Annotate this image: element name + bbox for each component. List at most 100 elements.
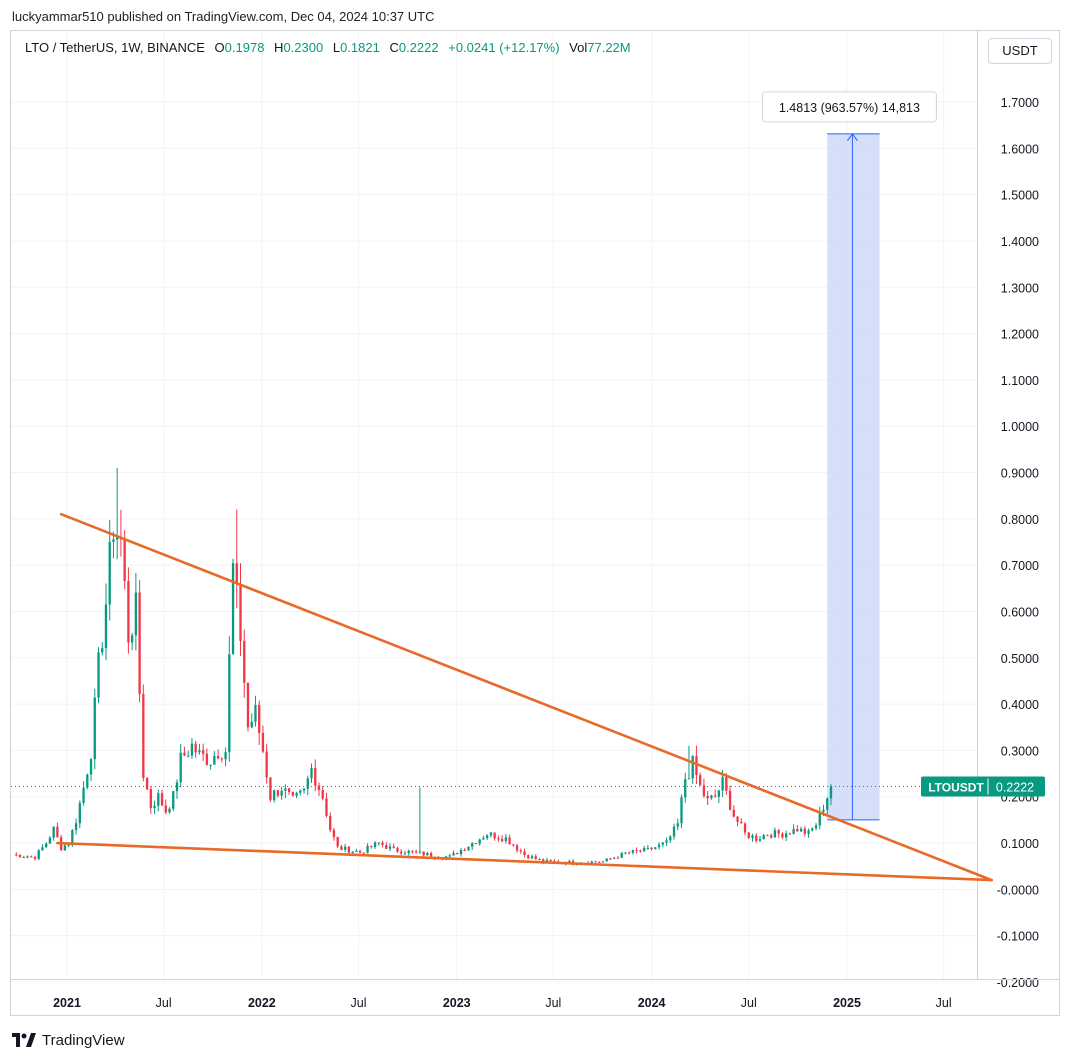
- candle-body: [52, 826, 55, 838]
- x-tick-label: Jul: [545, 996, 561, 1010]
- y-tick-label: 0.9000: [1001, 467, 1039, 481]
- candle-body: [258, 705, 261, 733]
- candle-body: [265, 751, 268, 778]
- candle-body: [33, 856, 37, 859]
- measure-tool[interactable]: 1.4813 (963.57%) 14,813: [761, 91, 937, 821]
- currency-button[interactable]: USDT: [988, 38, 1052, 64]
- candle-body: [321, 789, 324, 799]
- candle-body: [762, 835, 765, 840]
- candle-body: [370, 845, 373, 848]
- grid-lines: [11, 31, 977, 983]
- candle-body: [609, 858, 612, 860]
- measure-label: 1.4813 (963.57%) 14,813: [779, 101, 920, 115]
- candle-body: [306, 778, 309, 789]
- candle-body: [112, 539, 115, 543]
- price-chart[interactable]: 1.7000 1.6000 1.5000 1.4000 1.3000 1.2000 1.10…: [11, 31, 1060, 1016]
- candle-body: [515, 845, 519, 851]
- candle-body: [310, 768, 313, 779]
- candle-body: [362, 852, 365, 854]
- candle-body: [650, 847, 653, 850]
- candle-body: [646, 847, 650, 849]
- candle-body: [187, 755, 190, 757]
- candle-body: [788, 833, 792, 835]
- candle-body: [130, 635, 134, 643]
- candle-body: [254, 705, 257, 722]
- candle-body: [478, 839, 481, 844]
- candle-body: [721, 777, 724, 791]
- candle-body: [713, 795, 717, 797]
- candle-body: [452, 852, 455, 856]
- candle-body: [489, 832, 493, 836]
- candle-body: [261, 732, 265, 752]
- candle-body: [287, 788, 291, 793]
- candle-body: [343, 846, 347, 850]
- candle-body: [459, 850, 463, 855]
- candle-body: [89, 759, 93, 775]
- candle-body: [635, 850, 638, 852]
- candle-body: [209, 764, 212, 766]
- candle-body: [299, 790, 302, 793]
- candle-body: [355, 851, 358, 853]
- candle-body: [400, 851, 403, 854]
- candle-body: [82, 787, 85, 803]
- candle-body: [291, 792, 294, 796]
- change-value: +0.0241 (+12.17%): [448, 40, 560, 55]
- candle-body: [228, 654, 231, 753]
- trendlines[interactable]: [56, 512, 993, 882]
- candle-body: [329, 815, 332, 831]
- candle-body: [67, 844, 70, 846]
- candle-body: [822, 809, 825, 812]
- candle-body: [605, 858, 608, 862]
- candle-body: [30, 856, 33, 858]
- candle-body: [377, 842, 380, 844]
- y-tick-label: -0.2000: [997, 976, 1039, 990]
- candle-body: [755, 835, 758, 841]
- measure-label-box: [761, 91, 937, 123]
- y-tick-label: 1.3000: [1001, 281, 1039, 295]
- symbol-legend: LTO / TetherUS, 1W, BINANCE O0.1978 H0.2…: [25, 40, 637, 55]
- candle-body: [545, 860, 549, 863]
- x-tick-label: 2022: [248, 996, 276, 1010]
- candle-body: [127, 581, 130, 643]
- candle-body: [519, 850, 522, 852]
- y-tick-label: 1.0000: [1001, 420, 1039, 434]
- candle-body: [818, 811, 821, 826]
- candle-body: [684, 779, 687, 798]
- candle-body: [157, 793, 160, 806]
- measure-box: [827, 133, 880, 820]
- x-tick-label: 2023: [443, 996, 471, 1010]
- x-tick-label: Jul: [936, 996, 952, 1010]
- candle-body: [549, 860, 552, 862]
- candle-body: [347, 846, 351, 853]
- candle-body: [142, 694, 145, 778]
- chart-frame[interactable]: 1.7000 1.6000 1.5000 1.4000 1.3000 1.2000 1.10…: [10, 30, 1060, 1016]
- candle-body: [751, 835, 754, 838]
- candle-body: [803, 828, 806, 834]
- candle-body: [676, 823, 679, 827]
- candle-body: [594, 861, 597, 863]
- candle-body: [534, 856, 537, 860]
- candle-body: [201, 750, 205, 754]
- candle-body: [235, 563, 238, 584]
- candle-body: [732, 809, 735, 817]
- candle-body: [123, 539, 126, 582]
- candle-body: [624, 852, 627, 854]
- candle-body: [216, 755, 220, 759]
- candle-body: [695, 756, 698, 776]
- candle-body: [164, 805, 167, 813]
- candle-body: [781, 833, 784, 838]
- candle-body: [246, 682, 250, 728]
- candle-body: [422, 851, 425, 856]
- candle-body: [613, 857, 616, 859]
- candle-body: [194, 743, 197, 753]
- y-tick-label: 0.3000: [1001, 744, 1039, 758]
- candle-body: [590, 861, 593, 864]
- candle-body: [190, 743, 194, 756]
- candle-body: [542, 859, 545, 863]
- low-label: L: [332, 40, 341, 55]
- candle-body: [429, 853, 433, 857]
- high-label: H: [274, 40, 284, 55]
- candle-body: [665, 840, 668, 843]
- y-tick-label: 1.1000: [1001, 374, 1039, 388]
- candle-body: [388, 846, 392, 849]
